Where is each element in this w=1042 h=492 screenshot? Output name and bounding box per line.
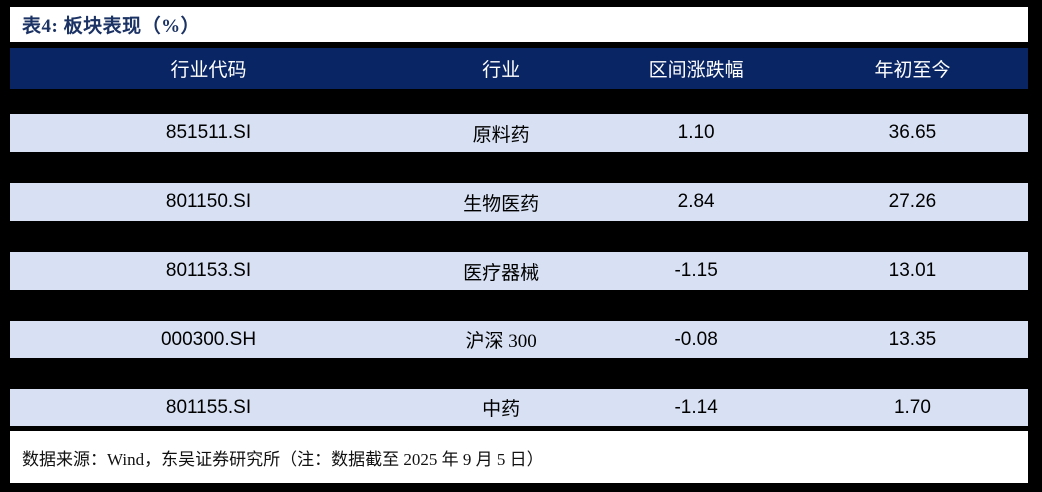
cell-interval-change: -1.15 [674,260,718,281]
top-black-bar [0,0,1042,7]
cell-ytd: 36.65 [888,122,937,143]
cell-industry: 医疗器械 [463,262,540,284]
cell-industry: 生物医药 [463,193,540,215]
cell-industry: 原料药 [472,124,530,146]
cell-ytd: 13.35 [888,328,937,350]
table-row: 851511.SI 原料药 1.10 36.65 [10,114,1028,152]
table-title-band: 表4: 板块表现（%） [10,7,1028,42]
cell-industry-code: 851511.SI [165,122,252,143]
row-gap [0,221,1042,252]
cell-ytd: 13.01 [888,260,937,281]
table-row: 801150.SI 生物医药 2.84 27.26 [10,183,1028,221]
cell-industry-code: 801155.SI [165,396,252,418]
cell-interval-change: 2.84 [677,191,715,212]
cell-industry-code: 801150.SI [165,191,252,212]
title-divider-line [10,42,1028,48]
cell-industry: 沪深 300 [465,331,537,352]
row-gap [0,152,1042,183]
cell-industry: 中药 [482,399,521,420]
cell-industry-code: 801153.SI [165,260,252,281]
column-header-interval-change: 区间涨跌幅 [648,60,744,81]
table-header-row: 行业代码 行业 区间涨跌幅 年初至今 [10,48,1028,89]
cell-interval-change: -1.14 [674,396,718,418]
cell-ytd: 1.70 [893,396,931,418]
cell-interval-change: 1.10 [677,122,715,143]
column-header-industry-code: 行业代码 [170,60,247,81]
column-header-ytd: 年初至今 [874,60,951,81]
table-row: 801155.SI 中药 -1.14 1.70 [10,389,1028,426]
source-note: 数据来源：Wind，东吴证券研究所（注：数据截至 2025 年 9 月 5 日） [22,449,544,469]
source-note-band: 数据来源：Wind，东吴证券研究所（注：数据截至 2025 年 9 月 5 日） [10,431,1028,483]
row-gap [0,358,1042,389]
table-row: 801153.SI 医疗器械 -1.15 13.01 [10,252,1028,290]
cell-ytd: 27.26 [888,191,937,212]
cell-industry-code: 000300.SH [160,328,257,350]
table-bottom-border [10,426,1028,431]
table-row: 000300.SH 沪深 300 -0.08 13.35 [10,321,1028,358]
cell-interval-change: -0.08 [674,328,718,350]
row-gap [0,290,1042,321]
row-gap [0,89,1042,114]
table-title: 表4: 板块表现（%） [22,16,201,37]
column-header-industry: 行业 [482,60,521,81]
